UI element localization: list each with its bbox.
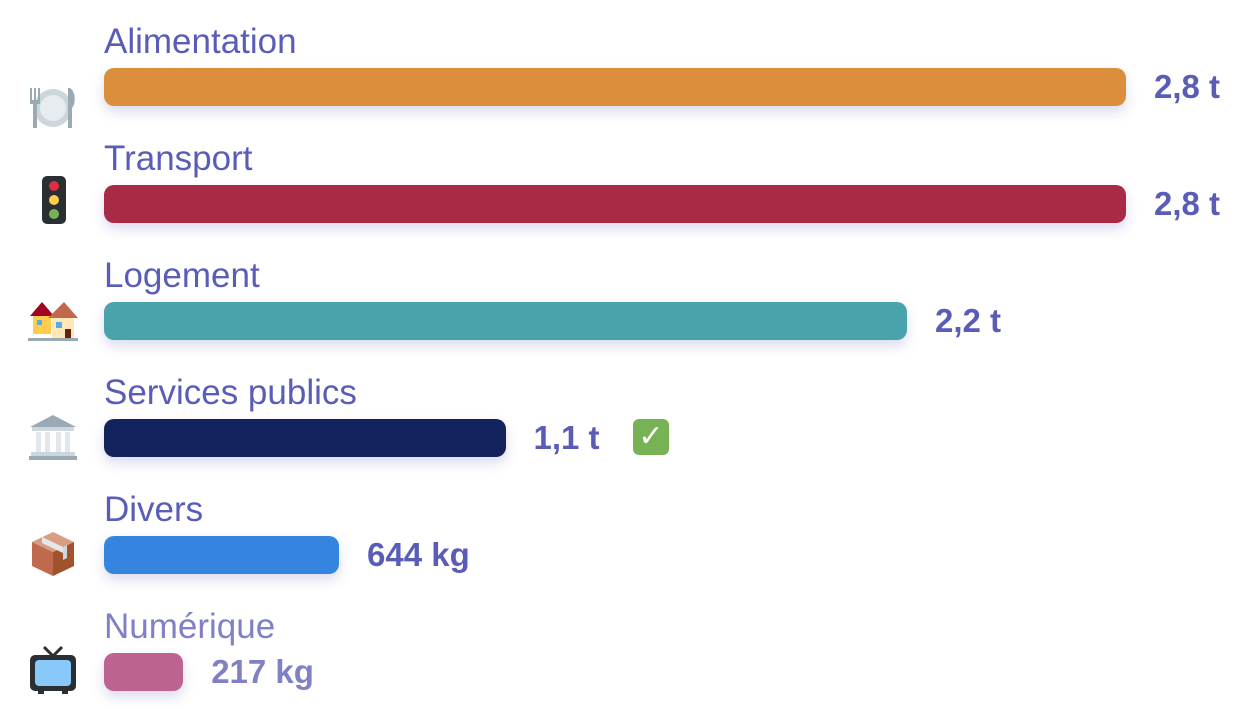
television-icon [28, 645, 78, 695]
bar-value-label: 1,1 t [533, 419, 600, 456]
bar-value-label: 644 kg [367, 536, 470, 573]
category-label: Transport [104, 139, 253, 178]
bar [104, 185, 1126, 223]
fork-knife-plate-icon [28, 82, 78, 132]
bar [104, 536, 340, 574]
bar-value-label: 2,8 t [1154, 185, 1221, 222]
bar-value-label: 217 kg [211, 653, 314, 690]
package-icon [28, 528, 78, 578]
bar [104, 68, 1126, 106]
classical-building-icon [28, 411, 78, 461]
category-row: Services publics 1,1 t ✓ [0, 373, 1244, 490]
category-label: Divers [104, 490, 204, 529]
category-row: Alimentation 2,8 t [0, 22, 1244, 139]
houses-icon [28, 294, 78, 344]
bar-value-label: 2,8 t [1154, 68, 1221, 105]
category-row: Logement 2,2 t [0, 256, 1244, 373]
traffic-light-icon [28, 176, 78, 226]
category-label: Numérique [104, 607, 276, 646]
bar-value-label: 2,2 t [935, 302, 1002, 339]
category-row: Numérique 217 kg [0, 607, 1244, 724]
category-row: Transport 2,8 t [0, 139, 1244, 256]
category-label: Alimentation [104, 22, 297, 61]
bar [104, 302, 907, 340]
check-mark-icon: ✓ [633, 419, 669, 455]
category-label: Services publics [104, 373, 357, 412]
bar [104, 419, 506, 457]
emission-bar-chart: Alimentation 2,8 t Transport 2,8 t [0, 22, 1244, 694]
bar [104, 653, 184, 691]
category-row: Divers 644 kg [0, 490, 1244, 607]
category-label: Logement [104, 256, 260, 295]
